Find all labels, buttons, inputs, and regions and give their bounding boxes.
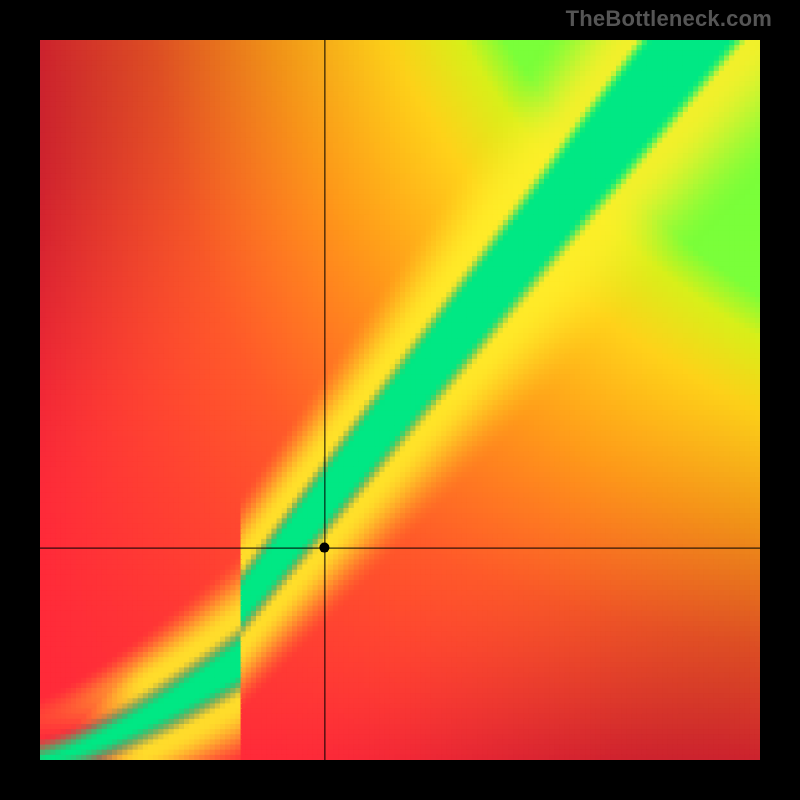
attribution-label: TheBottleneck.com — [566, 6, 772, 32]
heatmap-plot — [40, 40, 760, 760]
heatmap-canvas — [40, 40, 760, 760]
